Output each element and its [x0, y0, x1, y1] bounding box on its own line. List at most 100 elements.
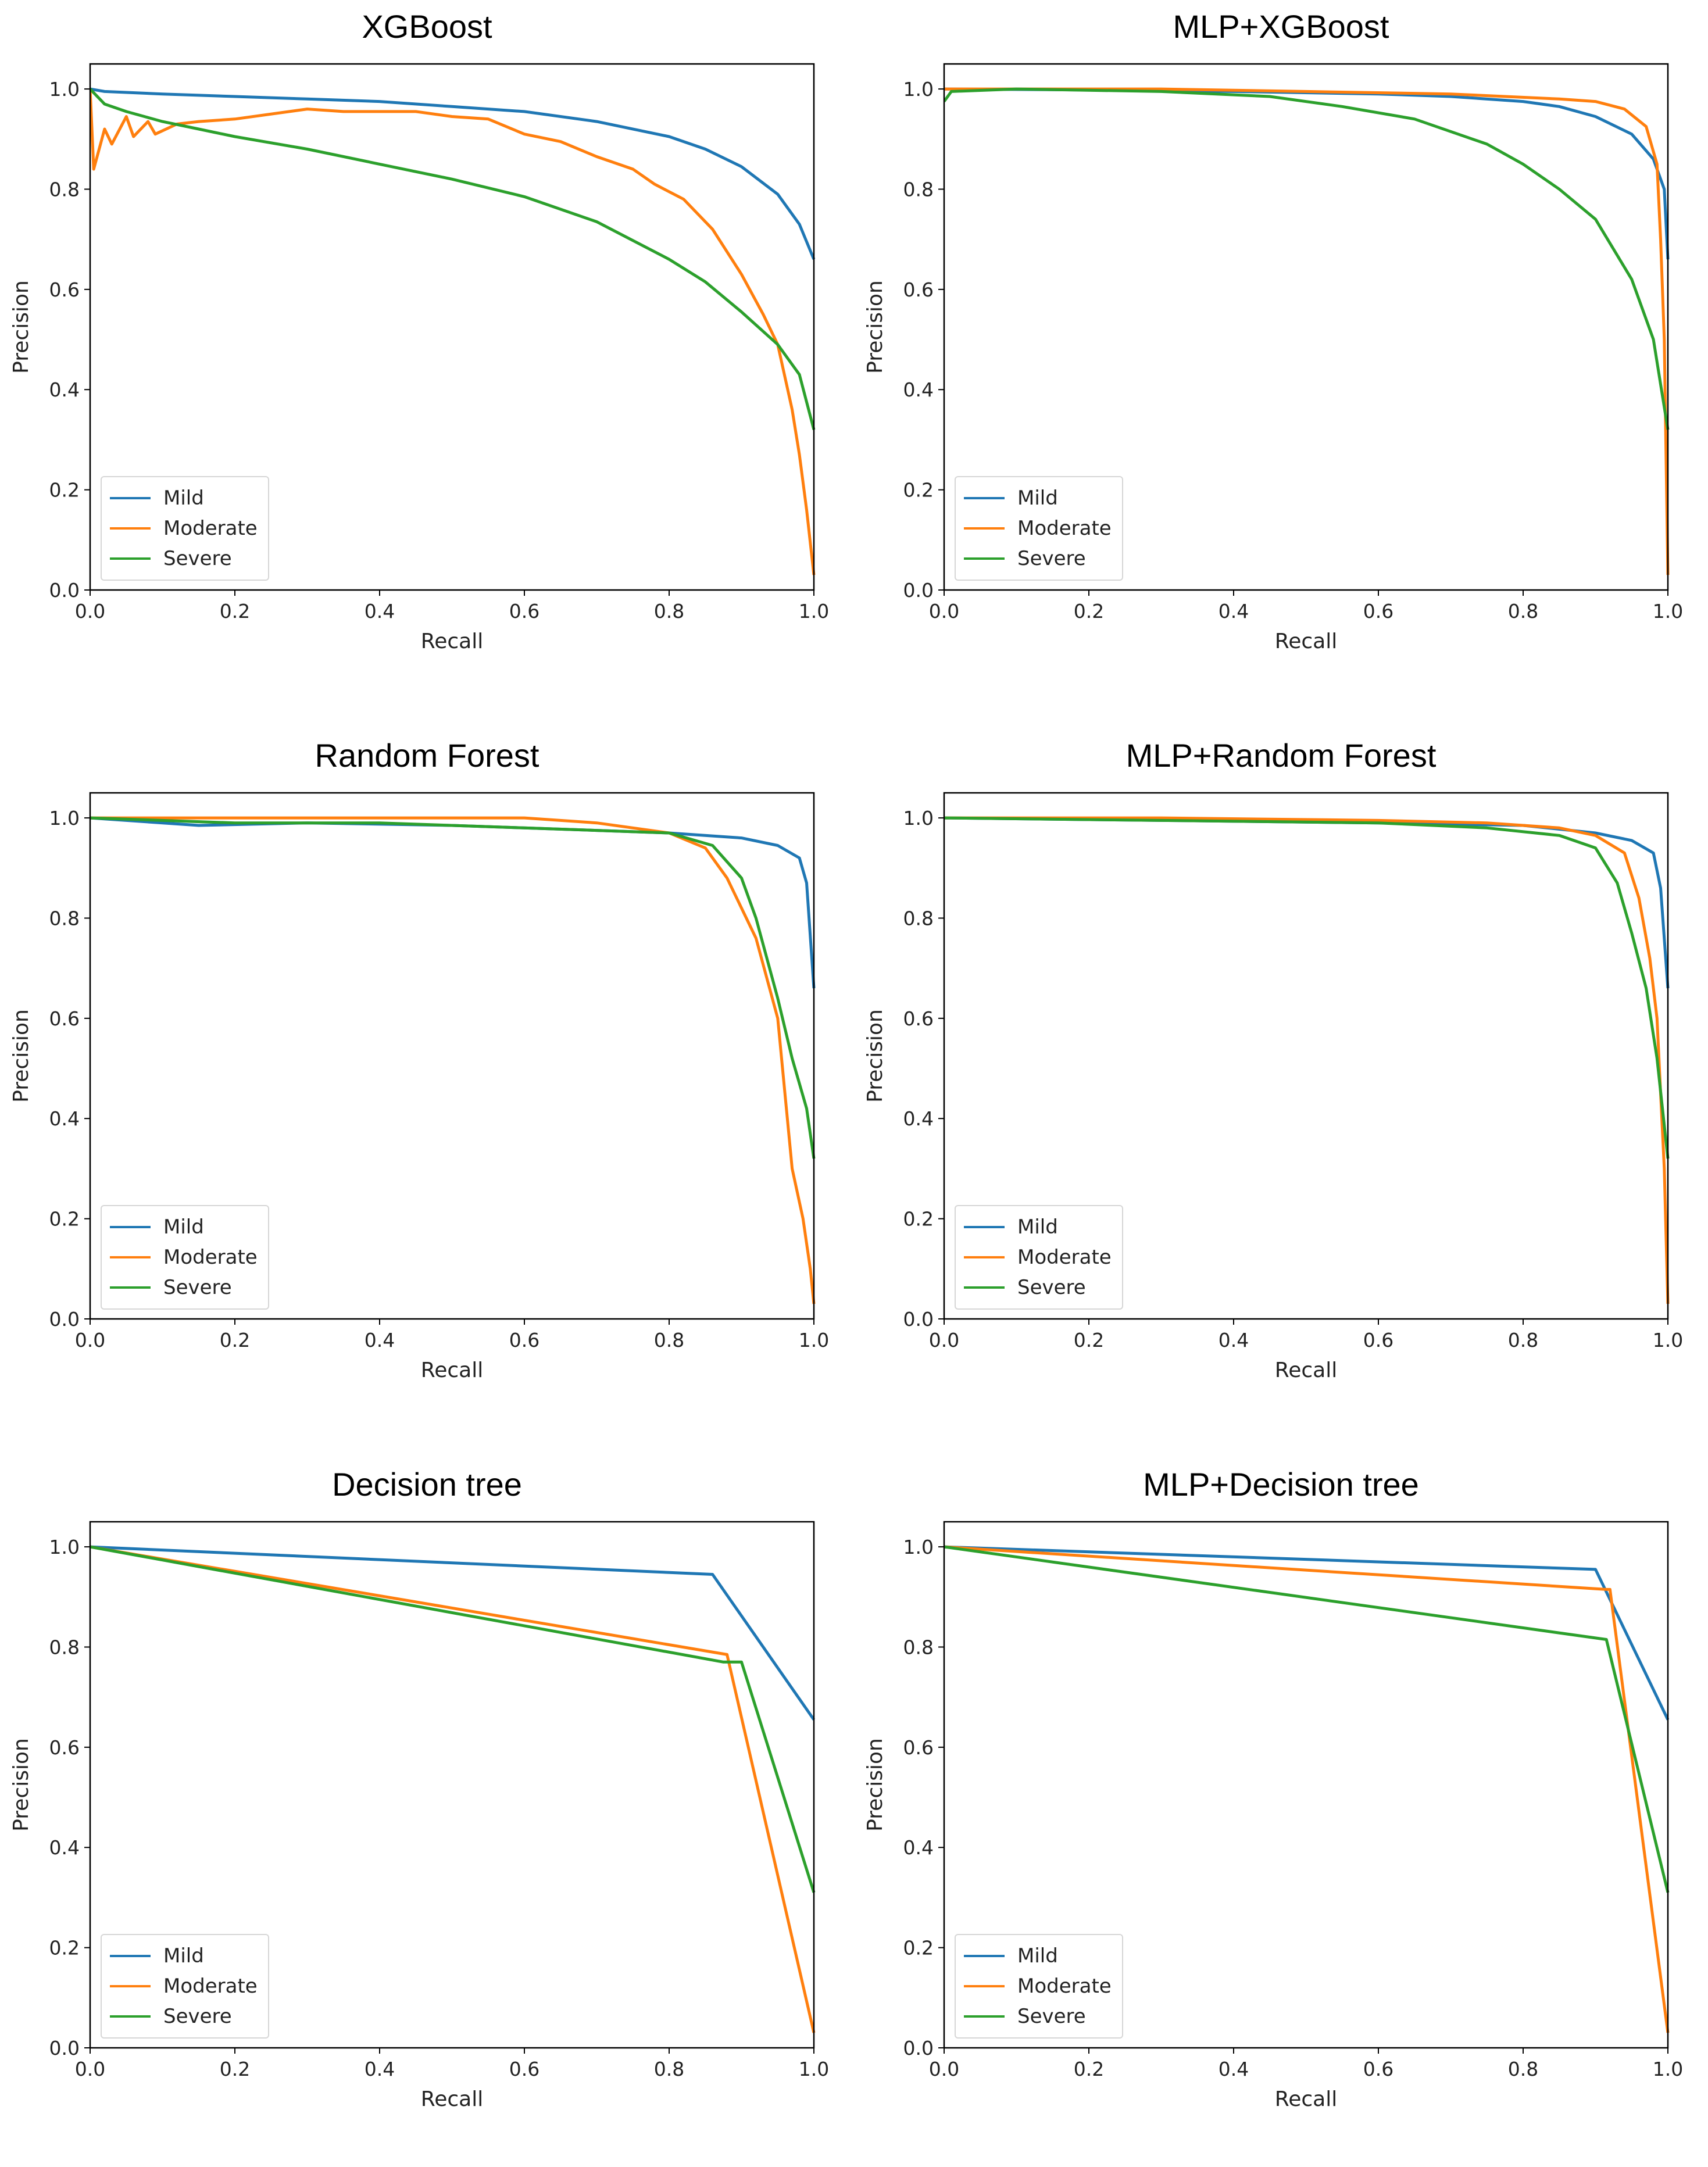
legend-label: Moderate: [1017, 1975, 1112, 1998]
x-tick-label: 0.6: [1363, 600, 1393, 623]
y-tick-label: 0.0: [903, 1308, 934, 1331]
legend-swatch: [964, 497, 1005, 499]
series-line-moderate: [90, 88, 816, 575]
y-tick-label: 0.6: [903, 278, 934, 301]
series-group: [90, 87, 816, 575]
series-line-severe: [944, 816, 1670, 1159]
chart-svg: 0.0 0.2 0.4 0.6 0.8 1.0 0.0 0.2 0.4 0.6 0.8 1.0 Reca…: [863, 792, 1683, 1382]
x-axis-label: Recall: [1275, 1358, 1337, 1382]
legend-item: Moderate: [964, 1242, 1112, 1272]
legend-item: Mild: [964, 1212, 1112, 1242]
x-tick-label: 0.6: [509, 1329, 539, 1351]
legend-label: Mild: [1017, 1944, 1058, 1968]
series-line-severe: [90, 1545, 816, 1893]
y-tick-label: 0.4: [49, 378, 80, 401]
chart-panel: Decision tree 0.0 0.2 0.4 0.6 0.8 1.0 0.0 0.2 0.4…: [0, 1458, 854, 2167]
legend-item: Severe: [110, 2001, 258, 2032]
y-tick-label: 0.2: [49, 1937, 80, 1959]
y-tick-label: 0.2: [49, 1208, 80, 1231]
x-tick-label: 0.4: [1219, 2058, 1249, 2080]
y-tick-label: 1.0: [903, 78, 934, 101]
y-tick-label: 0.2: [903, 479, 934, 502]
chart-title: Decision tree: [332, 1466, 522, 1503]
y-tick-label: 0.4: [903, 1107, 934, 1130]
series-line-mild: [90, 1545, 816, 1721]
legend-label: Moderate: [163, 517, 258, 540]
y-tick-label: 0.8: [49, 907, 80, 929]
legend-swatch: [964, 1286, 1005, 1289]
y-tick-label: 0.6: [903, 1736, 934, 1759]
x-tick-label: 1.0: [799, 2058, 829, 2080]
legend-label: Moderate: [163, 1975, 258, 1998]
legend-label: Severe: [163, 547, 232, 570]
x-tick-label: 0.8: [1508, 2058, 1538, 2080]
legend-item: Mild: [110, 483, 258, 513]
chart-svg: 0.0 0.2 0.4 0.6 0.8 1.0 0.0 0.2 0.4 0.6 0.8 1.0 Reca…: [863, 1521, 1683, 2111]
y-axis-label: Precision: [863, 280, 887, 374]
chart-panel: MLP+Random Forest 0.0 0.2 0.4 0.6 0.8 1.0 0.0 0.…: [854, 729, 1708, 1438]
y-tick-label: 0.0: [49, 2037, 80, 2059]
legend-item: Severe: [964, 1272, 1112, 1303]
chart-title: MLP+XGBoost: [1173, 8, 1389, 45]
chart-svg: 0.0 0.2 0.4 0.6 0.8 1.0 0.0 0.2 0.4 0.6 0.8 1.0 Reca…: [9, 792, 829, 1382]
series-line-moderate: [90, 816, 816, 1304]
y-tick-label: 0.8: [49, 1636, 80, 1658]
legend: Mild Moderate Severe: [101, 1934, 269, 2039]
x-tick-label: 0.2: [1074, 2058, 1104, 2080]
legend-label: Mild: [1017, 1215, 1058, 1239]
y-tick-label: 0.8: [903, 1636, 934, 1658]
x-tick-label: 0.6: [509, 600, 539, 623]
legend-item: Mild: [964, 1941, 1112, 1971]
series-line-mild: [944, 816, 1670, 989]
legend-label: Moderate: [1017, 1246, 1112, 1269]
plot-frame: [89, 63, 815, 591]
x-axis-label: Recall: [1275, 2087, 1337, 2111]
chart-svg: 0.0 0.2 0.4 0.6 0.8 1.0 0.0 0.2 0.4 0.6 0.8 1.0 Reca…: [863, 63, 1683, 653]
legend-item: Moderate: [110, 513, 258, 543]
series-group: [944, 87, 1670, 575]
x-tick-label: 0.0: [929, 2058, 959, 2080]
x-tick-label: 0.2: [220, 600, 250, 623]
legend-label: Severe: [1017, 2005, 1086, 2028]
series-line-moderate: [944, 1545, 1670, 2033]
x-tick-label: 0.4: [365, 1329, 395, 1351]
x-tick-label: 0.0: [75, 2058, 105, 2080]
x-tick-label: 1.0: [1653, 600, 1683, 623]
y-tick-label: 0.2: [49, 479, 80, 502]
legend: Mild Moderate Severe: [101, 1205, 269, 1310]
y-tick-label: 0.2: [903, 1208, 934, 1231]
x-axis-label: Recall: [421, 2087, 483, 2111]
legend-item: Severe: [964, 2001, 1112, 2032]
y-tick-label: 0.6: [49, 278, 80, 301]
x-tick-label: 0.2: [1074, 1329, 1104, 1351]
chart-svg: 0.0 0.2 0.4 0.6 0.8 1.0 0.0 0.2 0.4 0.6 0.8 1.0 Reca…: [9, 1521, 829, 2111]
x-axis-label: Recall: [421, 1358, 483, 1382]
series-line-moderate: [944, 87, 1670, 575]
series-line-mild: [944, 87, 1670, 260]
legend: Mild Moderate Severe: [955, 1205, 1123, 1310]
y-tick-label: 1.0: [49, 807, 80, 829]
x-tick-label: 0.0: [929, 600, 959, 623]
legend: Mild Moderate Severe: [955, 476, 1123, 581]
x-tick-label: 0.0: [929, 1329, 959, 1351]
y-tick-label: 0.0: [49, 579, 80, 602]
chart-title: MLP+Random Forest: [1125, 737, 1437, 774]
legend: Mild Moderate Severe: [955, 1934, 1123, 2039]
legend-item: Severe: [110, 1272, 258, 1303]
legend-swatch: [964, 1955, 1005, 1957]
legend-swatch: [110, 1286, 151, 1289]
x-axis-label: Recall: [1275, 630, 1337, 653]
y-tick-label: 0.2: [903, 1937, 934, 1959]
legend-label: Severe: [1017, 547, 1086, 570]
series-group: [90, 1545, 816, 2033]
legend-item: Mild: [964, 483, 1112, 513]
y-tick-label: 0.6: [49, 1736, 80, 1759]
legend: Mild Moderate Severe: [101, 476, 269, 581]
y-tick-label: 0.0: [903, 579, 934, 602]
y-axis-label: Precision: [9, 1738, 33, 1832]
y-tick-label: 0.8: [49, 178, 80, 201]
legend-swatch: [110, 557, 151, 560]
y-tick-label: 1.0: [903, 1536, 934, 1558]
legend-swatch: [964, 557, 1005, 560]
legend-swatch: [964, 2015, 1005, 2018]
